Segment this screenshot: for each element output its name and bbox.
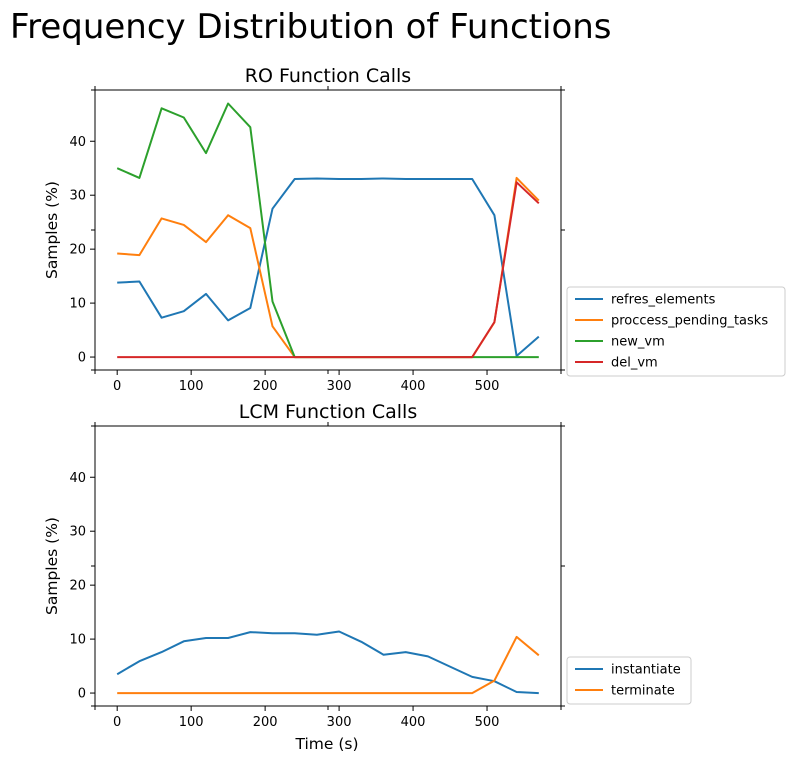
x-tick-label: 0 [113, 379, 121, 394]
y-tick-label: 30 [69, 189, 86, 204]
y-tick-label: 10 [69, 297, 86, 312]
legend-entry-label: instantiate [611, 663, 681, 678]
x-tick-label: 400 [401, 379, 426, 394]
x-axis-label: Time (s) [294, 735, 358, 753]
legend-box [566, 286, 786, 377]
x-tick-label: 0 [113, 715, 121, 730]
x-tick-label: 200 [253, 379, 278, 394]
y-tick-label: 20 [69, 579, 86, 594]
figure-title: Frequency Distribution of Functions [10, 7, 612, 47]
x-tick-label: 200 [253, 715, 278, 730]
legend-entry-label: del_vm [611, 356, 658, 371]
legend-entry-label: refres_elements [611, 293, 716, 308]
panel-title: LCM Function Calls [239, 401, 418, 423]
series-line-instantiate [116, 630, 539, 695]
legend: refres_elements proccess_pending_tasksnew… [566, 286, 786, 377]
series-line-new-vm [116, 102, 539, 359]
legend-entry-label: new_vm [611, 335, 665, 350]
series-line-proccess-pending-tasks [117, 176, 540, 359]
y-tick-label: 40 [69, 135, 86, 150]
series-line-refres-elements [117, 177, 540, 357]
x-tick-label: 100 [179, 715, 204, 730]
series-line-terminate [117, 635, 540, 695]
plot-frame [94, 425, 562, 707]
chart-panel-1: RO Function Calls 0 100 200 300 400 500 0 10 20 30… [43, 65, 786, 394]
chart-panel-2: LCM Function Calls 0 100 200 300 400 500 0 10 20 3… [43, 401, 692, 753]
y-tick-label: 10 [69, 633, 86, 648]
y-tick-label: 20 [69, 243, 86, 258]
x-tick-label: 400 [401, 715, 426, 730]
x-tick-label: 300 [327, 715, 352, 730]
legend-entry-label: terminate [611, 684, 675, 699]
y-tick-label: 0 [78, 687, 86, 702]
x-tick-label: 300 [327, 379, 352, 394]
y-axis-label: Samples (%) [43, 517, 61, 615]
legend-entry-label: proccess_pending_tasks [611, 314, 768, 329]
x-tick-label: 500 [475, 379, 500, 394]
y-axis-label: Samples (%) [43, 181, 61, 279]
y-tick-label: 30 [69, 525, 86, 540]
y-tick-label: 40 [69, 471, 86, 486]
legend: instantiate terminate [566, 656, 692, 705]
panel-title: RO Function Calls [245, 65, 411, 87]
x-tick-label: 100 [179, 379, 204, 394]
series-line-del-vm [117, 181, 540, 359]
y-tick-label: 0 [78, 351, 86, 366]
x-tick-label: 500 [475, 715, 500, 730]
